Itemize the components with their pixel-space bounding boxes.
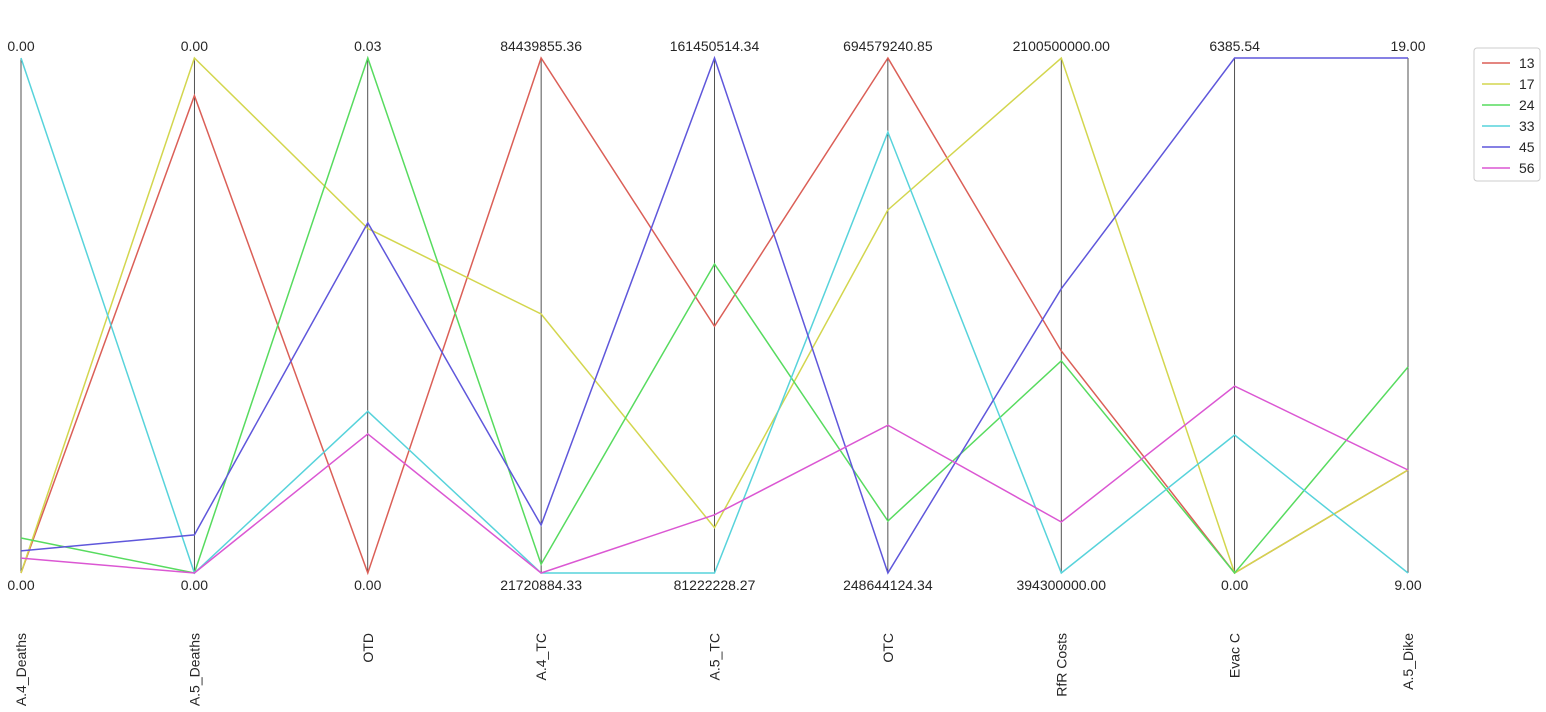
axis-min-label-rfr-costs: 394300000.00	[1016, 577, 1106, 593]
axis-name-a-4-deaths: A.4_Deaths	[13, 633, 29, 706]
axis-max-label-a-4-tc: 84439855.36	[500, 38, 582, 54]
axis-max-label-evac-c: 6385.54	[1209, 38, 1260, 54]
series-line-33	[20, 57, 1409, 575]
axis-name-a-5-dike: A.5_Dike	[1400, 633, 1416, 690]
legend-label-33: 33	[1519, 118, 1535, 134]
axis-name-a-5-deaths: A.5_Deaths	[186, 633, 202, 706]
axis-max-label-a-5-deaths: 0.00	[181, 38, 208, 54]
axis-name-evac-c: Evac C	[1227, 633, 1243, 678]
legend: 13 17 24 33 45 56	[1473, 47, 1541, 182]
legend-label-45: 45	[1519, 139, 1535, 155]
axis-min-label-otd: 0.00	[354, 577, 381, 593]
axis-max-label-otd: 0.03	[354, 38, 381, 54]
series-line-13	[20, 56, 1409, 576]
legend-label-13: 13	[1519, 55, 1535, 71]
axis-min-label-otc: 248644124.34	[843, 577, 933, 593]
axis-max-label-a-5-dike: 19.00	[1390, 38, 1425, 54]
series-layer	[20, 55, 1409, 576]
axis-name-otc: OTC	[880, 633, 896, 663]
series-line-45	[20, 55, 1408, 575]
axis-min-label-a-4-tc: 21720884.33	[500, 577, 582, 593]
series-line-17	[20, 56, 1409, 575]
axis-max-label-a-5-tc: 161450514.34	[670, 38, 760, 54]
axis-name-a-4-tc: A.4_TC	[533, 633, 549, 680]
axes-layer: 0.00 0.00 A.4_Deaths 0.00 0.00 A.5_Deaths 0.03…	[7, 38, 1425, 706]
legend-label-24: 24	[1519, 97, 1535, 113]
axis-min-label-a-5-deaths: 0.00	[181, 577, 208, 593]
axis-name-a-5-tc: A.5_TC	[707, 633, 723, 680]
series-line-56	[20, 385, 1409, 574]
axis-max-label-otc: 694579240.85	[843, 38, 933, 54]
axis-name-otd: OTD	[360, 633, 376, 663]
axis-min-label-a-5-dike: 9.00	[1394, 577, 1421, 593]
legend-label-17: 17	[1519, 76, 1535, 92]
axis-min-label-a-5-tc: 81222228.27	[674, 577, 756, 593]
series-line-24	[20, 55, 1409, 575]
axis-max-label-a-4-deaths: 0.00	[7, 38, 34, 54]
axis-min-label-a-4-deaths: 0.00	[7, 577, 34, 593]
axis-min-label-evac-c: 0.00	[1221, 577, 1248, 593]
legend-label-56: 56	[1519, 160, 1535, 176]
axis-name-rfr-costs: RfR Costs	[1053, 633, 1069, 697]
axis-max-label-rfr-costs: 2100500000.00	[1013, 38, 1111, 54]
